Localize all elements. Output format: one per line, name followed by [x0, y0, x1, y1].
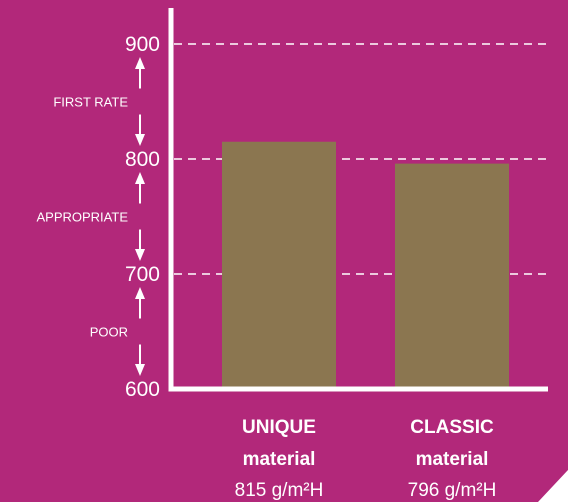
arrow-down-icon — [135, 249, 145, 261]
band-label: APPROPRIATE — [36, 210, 128, 225]
band-label: FIRST RATE — [53, 95, 128, 110]
band-indicator: APPROPRIATE — [36, 172, 145, 261]
arrow-down-icon — [135, 364, 145, 376]
category-name: CLASSIC — [410, 417, 494, 438]
y-tick-label: 800 — [125, 148, 160, 171]
band-indicator: FIRST RATE — [53, 57, 145, 146]
category-sub: material — [243, 449, 316, 470]
category-value-label: 796 g/m²H — [408, 480, 497, 501]
arrow-up-icon — [135, 287, 145, 299]
y-tick-label: 700 — [125, 263, 160, 286]
category-label: CLASSIC material 796 g/m²H — [408, 417, 497, 501]
y-tick-label: 900 — [125, 33, 160, 56]
bar — [222, 141, 336, 389]
band-label: POOR — [90, 325, 128, 340]
category-label: UNIQUE material 815 g/m²H — [235, 417, 324, 501]
bar — [395, 163, 509, 389]
arrow-up-icon — [135, 172, 145, 184]
category-name: UNIQUE — [242, 417, 316, 438]
arrow-up-icon — [135, 57, 145, 69]
category-value-label: 815 g/m²H — [235, 480, 324, 501]
y-tick-label: 600 — [125, 378, 160, 401]
band-indicator: POOR — [90, 287, 145, 376]
category-sub: material — [416, 449, 489, 470]
arrow-down-icon — [135, 134, 145, 146]
